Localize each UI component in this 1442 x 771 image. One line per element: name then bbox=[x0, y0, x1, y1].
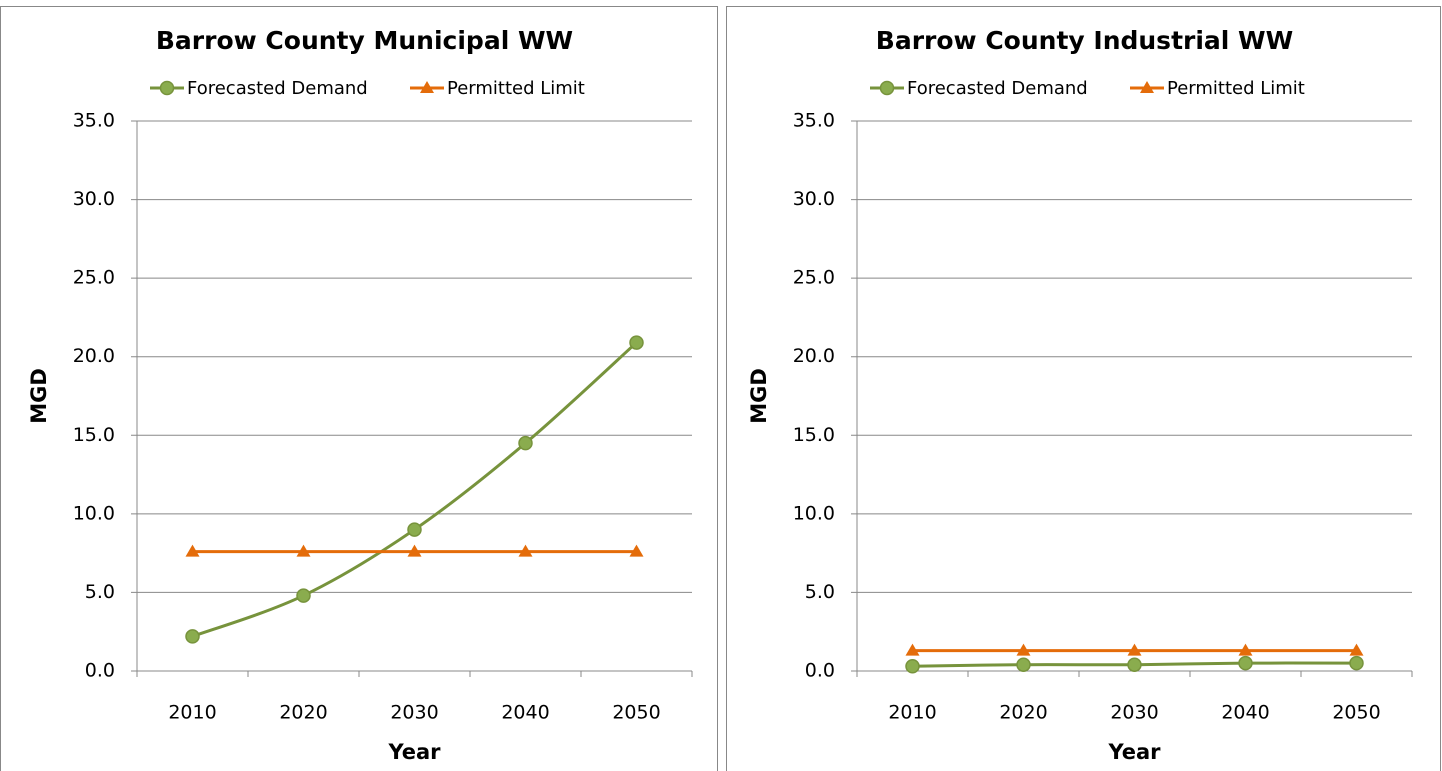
data-point bbox=[1016, 643, 1031, 656]
chart-title: Barrow County Industrial WW bbox=[876, 26, 1293, 55]
y-axis-title: MGD bbox=[747, 368, 771, 424]
data-point bbox=[629, 544, 644, 557]
data-point bbox=[905, 659, 920, 674]
x-tick-label: 2050 bbox=[612, 702, 660, 724]
y-tick-label: 25.0 bbox=[793, 267, 835, 289]
data-point bbox=[296, 544, 311, 557]
x-axis-title: Year bbox=[387, 740, 441, 764]
chart-title: Barrow County Municipal WW bbox=[156, 26, 573, 55]
data-point bbox=[1349, 655, 1364, 671]
data-point bbox=[296, 588, 311, 603]
y-tick-label: 5.0 bbox=[85, 581, 115, 603]
x-axis-title: Year bbox=[1107, 740, 1161, 764]
y-tick-label: 5.0 bbox=[805, 581, 835, 603]
data-point bbox=[407, 544, 422, 557]
panel-border bbox=[0, 6, 718, 771]
y-tick-label: 35.0 bbox=[73, 110, 115, 132]
data-point bbox=[1127, 643, 1142, 656]
y-tick-label: 25.0 bbox=[73, 267, 115, 289]
data-point bbox=[1238, 643, 1253, 656]
y-axis-title: MGD bbox=[27, 368, 51, 424]
y-tick-label: 30.0 bbox=[73, 188, 115, 210]
y-tick-label: 15.0 bbox=[793, 424, 835, 446]
x-tick-label: 2010 bbox=[888, 702, 936, 724]
y-tick-label: 35.0 bbox=[793, 110, 835, 132]
data-point bbox=[1127, 657, 1142, 672]
x-tick-label: 2040 bbox=[501, 702, 549, 724]
x-tick-label: 2010 bbox=[168, 702, 216, 724]
x-tick-label: 2030 bbox=[1110, 702, 1158, 724]
data-point bbox=[518, 544, 533, 557]
data-point bbox=[629, 335, 644, 350]
legend-marker bbox=[1140, 81, 1154, 93]
legend-marker bbox=[420, 81, 434, 93]
y-tick-label: 30.0 bbox=[793, 188, 835, 210]
x-tick-label: 2050 bbox=[1332, 702, 1380, 724]
y-tick-label: 15.0 bbox=[73, 424, 115, 446]
y-tick-label: 10.0 bbox=[793, 502, 835, 524]
legend-label: Forecasted Demand bbox=[187, 78, 368, 99]
data-point bbox=[518, 435, 533, 451]
data-point bbox=[1238, 655, 1253, 671]
data-point bbox=[1349, 643, 1364, 656]
y-tick-label: 20.0 bbox=[793, 345, 835, 367]
y-tick-label: 20.0 bbox=[73, 345, 115, 367]
legend-marker bbox=[879, 80, 895, 96]
x-tick-label: 2020 bbox=[279, 702, 327, 724]
data-point bbox=[407, 522, 422, 537]
data-point bbox=[185, 544, 200, 557]
data-point bbox=[185, 629, 200, 644]
y-tick-label: 10.0 bbox=[73, 502, 115, 524]
y-tick-label: 0.0 bbox=[85, 660, 115, 682]
x-tick-label: 2030 bbox=[390, 702, 438, 724]
legend-marker bbox=[159, 80, 175, 96]
legend-label: Permitted Limit bbox=[1167, 78, 1305, 99]
data-point bbox=[1016, 657, 1031, 672]
data-point bbox=[905, 643, 920, 656]
legend-label: Forecasted Demand bbox=[907, 78, 1088, 99]
legend-label: Permitted Limit bbox=[447, 78, 585, 99]
panel-border bbox=[726, 6, 1441, 771]
x-tick-label: 2020 bbox=[999, 702, 1047, 724]
y-tick-label: 0.0 bbox=[805, 660, 835, 682]
x-tick-label: 2040 bbox=[1221, 702, 1269, 724]
